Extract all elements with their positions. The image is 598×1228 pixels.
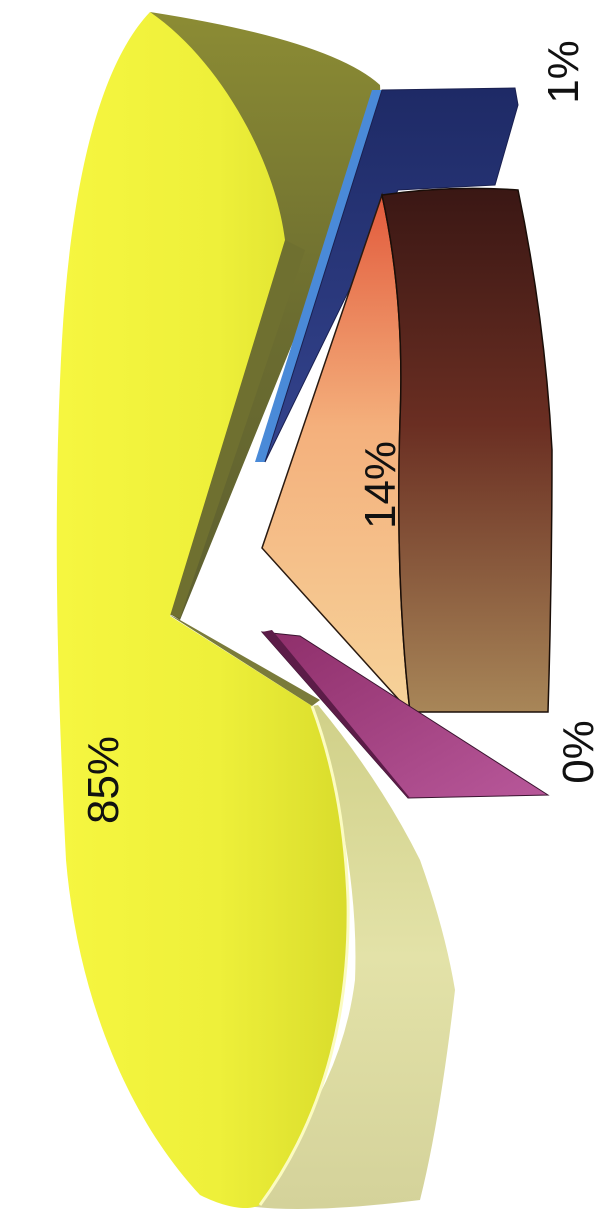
label-85: 85%: [79, 736, 128, 824]
slice-1-top-edge: [255, 90, 382, 462]
slice-0-side: [260, 631, 550, 799]
slice-85-notch-upper: [168, 240, 305, 618]
slice-0-edge: [262, 630, 410, 798]
slice-14-side: [381, 187, 553, 713]
label-0: 0%: [554, 720, 598, 784]
slice-85-rim: [258, 705, 350, 1206]
slice-1-side: [264, 87, 519, 463]
slice-85-notch-lower: [168, 614, 320, 706]
slice-85-side-light: [240, 705, 455, 1209]
slice-85-top: [56, 12, 349, 1208]
label-1: 1%: [539, 40, 588, 104]
label-14: 14%: [356, 441, 405, 529]
